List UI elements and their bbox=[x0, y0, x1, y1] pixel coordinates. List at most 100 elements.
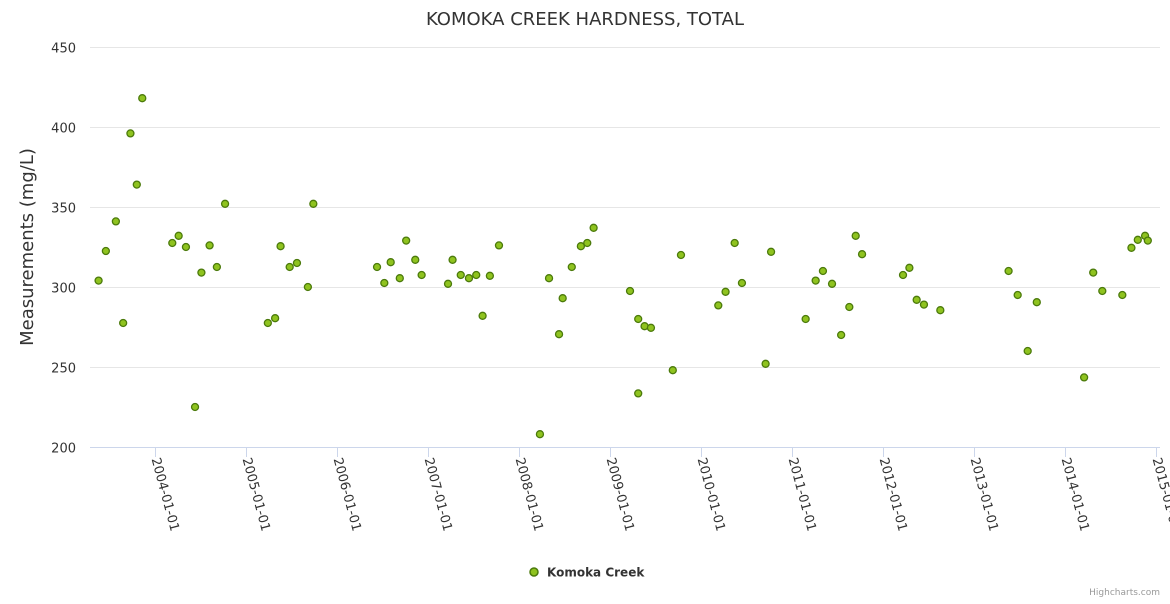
data-point[interactable] bbox=[119, 318, 128, 328]
data-point[interactable] bbox=[111, 217, 121, 226]
x-tick-label: 2015-01-01 bbox=[1149, 456, 1170, 533]
legend-item-komoka-creek[interactable]: Komoka Creek bbox=[529, 566, 645, 580]
data-point[interactable] bbox=[464, 274, 474, 283]
data-point[interactable] bbox=[851, 231, 860, 240]
data-point[interactable] bbox=[285, 262, 294, 272]
data-point[interactable] bbox=[1023, 346, 1032, 356]
data-point[interactable] bbox=[417, 270, 426, 280]
data-point[interactable] bbox=[801, 314, 810, 324]
data-point[interactable] bbox=[181, 242, 191, 252]
data-point[interactable] bbox=[1013, 290, 1022, 300]
data-point[interactable] bbox=[912, 295, 921, 304]
data-point[interactable] bbox=[485, 271, 495, 280]
x-tick-label: 2012-01-01 bbox=[876, 456, 910, 533]
data-point[interactable] bbox=[1143, 236, 1152, 245]
y-axis-ticks: 200 250 300 350 400 450 bbox=[51, 42, 76, 457]
data-point[interactable] bbox=[845, 302, 854, 312]
data-point[interactable] bbox=[197, 268, 206, 277]
data-point[interactable] bbox=[898, 270, 908, 280]
legend-label: Komoka Creek bbox=[547, 566, 645, 580]
data-point[interactable] bbox=[1089, 268, 1098, 277]
data-point[interactable] bbox=[402, 236, 411, 245]
data-point[interactable] bbox=[270, 314, 280, 323]
data-point[interactable] bbox=[567, 262, 576, 272]
data-point[interactable] bbox=[292, 258, 302, 268]
data-point[interactable] bbox=[1133, 235, 1142, 244]
data-point[interactable] bbox=[1127, 243, 1136, 252]
data-point[interactable] bbox=[857, 250, 867, 259]
data-point[interactable] bbox=[766, 247, 776, 256]
data-point[interactable] bbox=[737, 278, 747, 288]
data-point[interactable] bbox=[126, 129, 135, 138]
data-point[interactable] bbox=[1118, 290, 1127, 300]
data-point[interactable] bbox=[395, 274, 404, 283]
data-point[interactable] bbox=[1004, 266, 1013, 276]
data-point[interactable] bbox=[174, 231, 183, 240]
series-komoka-creek bbox=[94, 94, 1152, 439]
data-point[interactable] bbox=[1032, 298, 1041, 307]
data-point[interactable] bbox=[634, 389, 643, 398]
data-point[interactable] bbox=[309, 199, 318, 208]
x-tick-label: 2006-01-01 bbox=[330, 456, 364, 533]
data-point[interactable] bbox=[443, 279, 453, 288]
data-point[interactable] bbox=[535, 430, 545, 439]
data-point[interactable] bbox=[625, 286, 635, 296]
data-point[interactable] bbox=[205, 241, 214, 250]
data-point[interactable] bbox=[1098, 286, 1107, 296]
x-tick-label: 2011-01-01 bbox=[785, 456, 819, 533]
data-point[interactable] bbox=[94, 276, 103, 285]
data-point[interactable] bbox=[730, 238, 739, 248]
data-point[interactable] bbox=[583, 238, 592, 248]
data-point[interactable] bbox=[668, 366, 677, 375]
data-point[interactable] bbox=[589, 223, 598, 232]
data-point[interactable] bbox=[544, 274, 554, 283]
data-point[interactable] bbox=[386, 258, 395, 267]
data-point[interactable] bbox=[576, 242, 586, 251]
y-tick-label: 450 bbox=[51, 42, 76, 57]
data-point[interactable] bbox=[456, 270, 465, 280]
data-point[interactable] bbox=[676, 250, 686, 260]
data-point[interactable] bbox=[646, 323, 656, 332]
data-point[interactable] bbox=[1079, 373, 1089, 382]
data-point[interactable] bbox=[448, 255, 457, 264]
data-point[interactable] bbox=[761, 359, 770, 368]
data-point[interactable] bbox=[905, 263, 914, 272]
data-point[interactable] bbox=[168, 238, 177, 248]
data-point[interactable] bbox=[472, 270, 481, 280]
x-tick-label: 2007-01-01 bbox=[421, 456, 455, 533]
grid-lines bbox=[90, 47, 1160, 368]
data-point[interactable] bbox=[836, 330, 846, 340]
x-tick-label: 2010-01-01 bbox=[694, 456, 728, 533]
data-point[interactable] bbox=[811, 276, 820, 285]
data-point[interactable] bbox=[101, 246, 111, 256]
x-axis-ticks: 2004-01-01 2005-01-01 2006-01-01 2007-01-01… bbox=[148, 447, 1170, 533]
y-tick-label: 350 bbox=[51, 202, 76, 217]
credits-link[interactable]: Highcharts.com bbox=[1089, 588, 1160, 598]
data-point[interactable] bbox=[263, 318, 272, 328]
data-point[interactable] bbox=[494, 241, 504, 250]
data-point[interactable] bbox=[936, 306, 945, 315]
data-point[interactable] bbox=[303, 282, 313, 292]
y-axis-title: Measurements (mg/L) bbox=[17, 148, 38, 346]
data-point[interactable] bbox=[276, 242, 285, 251]
data-point[interactable] bbox=[212, 262, 222, 272]
data-point[interactable] bbox=[919, 300, 929, 309]
data-point[interactable] bbox=[714, 301, 723, 310]
data-point[interactable] bbox=[634, 314, 643, 324]
data-point[interactable] bbox=[827, 279, 837, 288]
data-point[interactable] bbox=[138, 94, 147, 103]
x-tick-label: 2004-01-01 bbox=[148, 456, 182, 533]
data-point[interactable] bbox=[478, 311, 487, 320]
data-point[interactable] bbox=[372, 262, 382, 272]
data-point[interactable] bbox=[554, 330, 564, 339]
data-point[interactable] bbox=[380, 278, 389, 288]
data-point[interactable] bbox=[132, 180, 141, 189]
data-point[interactable] bbox=[190, 402, 200, 412]
data-point[interactable] bbox=[721, 287, 730, 296]
data-point[interactable] bbox=[558, 294, 567, 303]
y-tick-label: 300 bbox=[51, 282, 76, 297]
data-point[interactable] bbox=[411, 255, 420, 264]
data-point[interactable] bbox=[220, 199, 230, 208]
y-tick-label: 200 bbox=[51, 442, 76, 457]
data-point[interactable] bbox=[818, 266, 828, 276]
